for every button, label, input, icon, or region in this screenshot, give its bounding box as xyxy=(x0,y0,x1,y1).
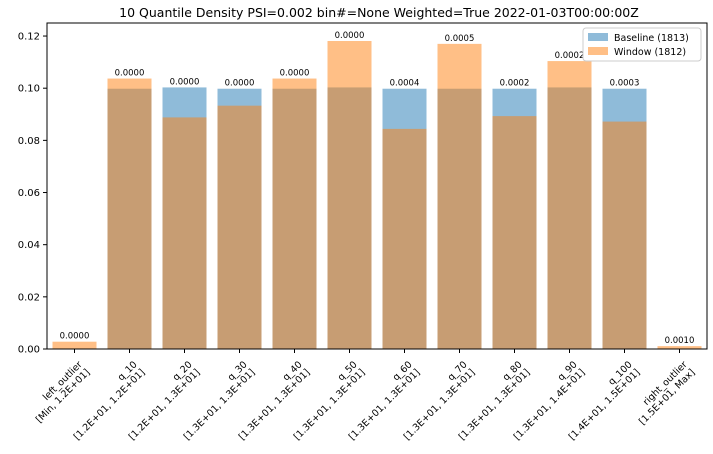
data-label-2: 0.0000 xyxy=(170,77,200,87)
bar-window-6 xyxy=(382,128,427,349)
bar-window-10 xyxy=(602,121,647,349)
y-tick-label-1: 0.02 xyxy=(18,292,40,303)
data-labels-layer: 0.0000 0.0000 0.0000 0.0000 0.0000 0.0000 0.00… xyxy=(60,31,695,346)
y-tick-label-3: 0.06 xyxy=(18,188,40,199)
data-label-10: 0.0003 xyxy=(610,79,640,89)
bar-window-7 xyxy=(437,43,482,349)
data-label-3: 0.0000 xyxy=(225,79,255,89)
data-label-7: 0.0005 xyxy=(445,34,475,44)
x-tick-label-0: left_outlier[Min, 1.2E+01] xyxy=(26,359,92,425)
legend-label-1: Window (1812) xyxy=(614,47,686,58)
bar-window-1 xyxy=(107,78,152,349)
data-label-9: 0.0002 xyxy=(555,51,585,61)
x-tick-label-11: right_outlier[1.5E+01, Max] xyxy=(629,359,697,427)
y-tick-label-4: 0.08 xyxy=(18,136,40,147)
y-tick-label-6: 0.12 xyxy=(18,32,40,43)
y-tick-label-2: 0.04 xyxy=(18,240,40,251)
y-tick-label-0: 0.00 xyxy=(18,345,40,356)
legend-box xyxy=(582,27,702,62)
bars-layer xyxy=(52,40,702,350)
bar-window-3 xyxy=(217,105,262,349)
bar-window-5 xyxy=(327,40,372,349)
data-label-5: 0.0000 xyxy=(335,31,365,41)
data-label-1: 0.0000 xyxy=(115,69,145,79)
bar-window-4 xyxy=(272,78,317,349)
bar-window-11 xyxy=(657,346,702,349)
legend: Baseline (1813) Window (1812) xyxy=(582,27,702,62)
bar-window-9 xyxy=(547,61,592,349)
x-axis: left_outlier[Min, 1.2E+01] q_10[1.2E+01, … xyxy=(26,349,697,443)
data-label-11: 0.0010 xyxy=(665,336,695,346)
data-label-6: 0.0004 xyxy=(390,79,420,89)
y-tick-label-5: 0.10 xyxy=(18,84,40,95)
data-label-0: 0.0000 xyxy=(60,332,90,342)
data-label-8: 0.0002 xyxy=(500,79,530,89)
legend-label-0: Baseline (1813) xyxy=(614,33,689,44)
y-axis: 0.00 0.02 0.04 0.06 0.08 0.10 0.12 xyxy=(18,32,47,356)
legend-swatch-0 xyxy=(588,33,608,41)
bar-window-0 xyxy=(52,341,97,349)
legend-swatch-1 xyxy=(588,47,608,55)
bar-window-8 xyxy=(492,116,537,350)
bar-window-2 xyxy=(162,117,207,349)
data-label-4: 0.0000 xyxy=(280,69,310,79)
chart-title: 10 Quantile Density PSI=0.002 bin#=None … xyxy=(119,5,639,20)
plot-frame xyxy=(46,22,708,350)
